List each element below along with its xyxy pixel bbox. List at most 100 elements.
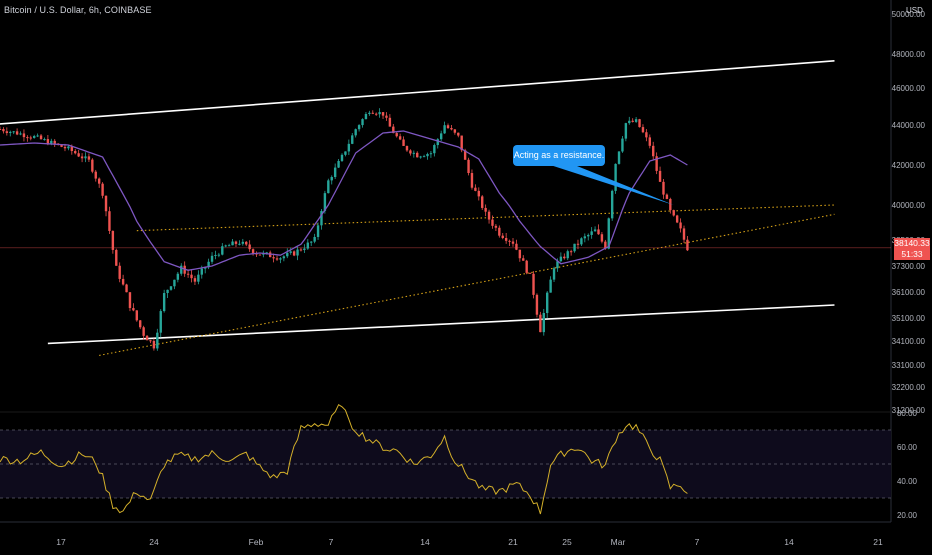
candle-up <box>241 241 245 244</box>
candle-down <box>149 340 152 342</box>
price-tick-label: 37300.00 <box>892 262 926 271</box>
candle-down <box>2 129 5 132</box>
resistance-trendline[interactable] <box>0 60 835 125</box>
candle-down <box>494 225 498 228</box>
candle-down <box>74 151 77 154</box>
candle-down <box>463 150 467 160</box>
price-tick-label: 35100.00 <box>892 314 926 323</box>
candle-up <box>200 268 203 275</box>
dotted-rising-support[interactable] <box>99 213 835 356</box>
candle-up <box>159 311 162 333</box>
price-tick-label: 34100.00 <box>892 337 926 346</box>
candle-down <box>481 196 484 208</box>
candle-down <box>515 243 518 250</box>
candle-up <box>33 136 36 138</box>
candle-down <box>535 294 539 315</box>
support-trendline[interactable] <box>47 304 835 345</box>
candle-up <box>316 225 320 237</box>
candle-up <box>634 119 638 122</box>
candle-up <box>265 252 268 254</box>
time-tick-label: 25 <box>562 537 572 547</box>
candle-down <box>77 153 80 157</box>
candle-down <box>604 241 607 249</box>
candle-down <box>39 135 43 140</box>
candle-down <box>477 190 480 197</box>
candle-down <box>528 272 532 274</box>
candle-up <box>436 139 439 146</box>
time-tick-label: 24 <box>149 537 159 547</box>
candle-down <box>248 244 251 250</box>
candle-up <box>429 153 433 155</box>
candle-up <box>368 112 371 114</box>
candle-down <box>669 198 672 211</box>
price-tick-label: 42000.00 <box>892 161 926 170</box>
candle-down <box>569 251 573 253</box>
candle-down <box>139 320 142 328</box>
candle-down <box>125 284 128 293</box>
candle-up <box>166 289 169 294</box>
candle-up <box>347 143 351 152</box>
candle-down <box>63 146 67 149</box>
candle-up <box>173 279 176 287</box>
candle-up <box>207 261 210 268</box>
candle-up <box>354 129 357 136</box>
candle-up <box>313 236 316 242</box>
candle-up <box>303 248 306 251</box>
candle-up <box>282 256 286 259</box>
annotation-callout[interactable]: Acting as a resistance. <box>513 145 605 166</box>
candle-up <box>204 267 207 269</box>
candle-up <box>412 152 416 154</box>
candle-up <box>169 286 173 290</box>
candle-down <box>70 146 74 152</box>
candle-down <box>679 222 682 229</box>
candle-down <box>522 258 525 261</box>
candle-up <box>327 180 330 194</box>
candle-down <box>518 249 522 259</box>
candle-down <box>504 238 508 241</box>
candle-down <box>388 117 392 127</box>
candle-down <box>60 144 63 147</box>
candle-up <box>573 243 576 252</box>
candle-up <box>162 293 166 312</box>
last-price-tag: 38140.33 <box>894 238 930 249</box>
chart-title: Bitcoin / U.S. Dollar, 6h, COINBASE <box>4 5 152 15</box>
price-tick-label: 31200.00 <box>892 406 926 415</box>
candle-up <box>286 252 289 257</box>
dotted-level-line[interactable] <box>136 204 835 232</box>
candle-up <box>67 146 70 149</box>
candle-down <box>450 128 453 130</box>
candle-up <box>176 273 180 280</box>
candle-down <box>662 181 665 195</box>
candle-down <box>508 240 511 242</box>
candle-up <box>320 210 323 226</box>
candle-down <box>22 133 26 138</box>
time-tick-label: 21 <box>873 537 883 547</box>
candle-down <box>142 327 145 336</box>
time-tick-label: 7 <box>695 537 700 547</box>
candle-up <box>624 123 628 139</box>
candle-down <box>392 126 395 134</box>
candle-up <box>296 249 299 256</box>
candle-down <box>292 251 296 256</box>
candle-down <box>638 119 641 128</box>
candle-down <box>416 152 419 158</box>
price-tick-label: 32200.00 <box>892 383 926 392</box>
candle-down <box>87 156 91 160</box>
candle-down <box>652 145 655 157</box>
candle-down <box>655 156 658 171</box>
candle-down <box>234 241 238 244</box>
candle-down <box>0 129 2 130</box>
time-tick-label: 7 <box>329 537 334 547</box>
candle-up <box>238 243 241 245</box>
candle-down <box>193 278 197 282</box>
candle-up <box>231 241 234 246</box>
candle-down <box>576 243 580 245</box>
candle-down <box>371 112 374 114</box>
candle-down <box>597 229 600 235</box>
candle-down <box>152 340 156 349</box>
candle-up <box>587 234 590 237</box>
rsi-line <box>0 403 688 515</box>
time-tick-label: Mar <box>611 537 626 547</box>
